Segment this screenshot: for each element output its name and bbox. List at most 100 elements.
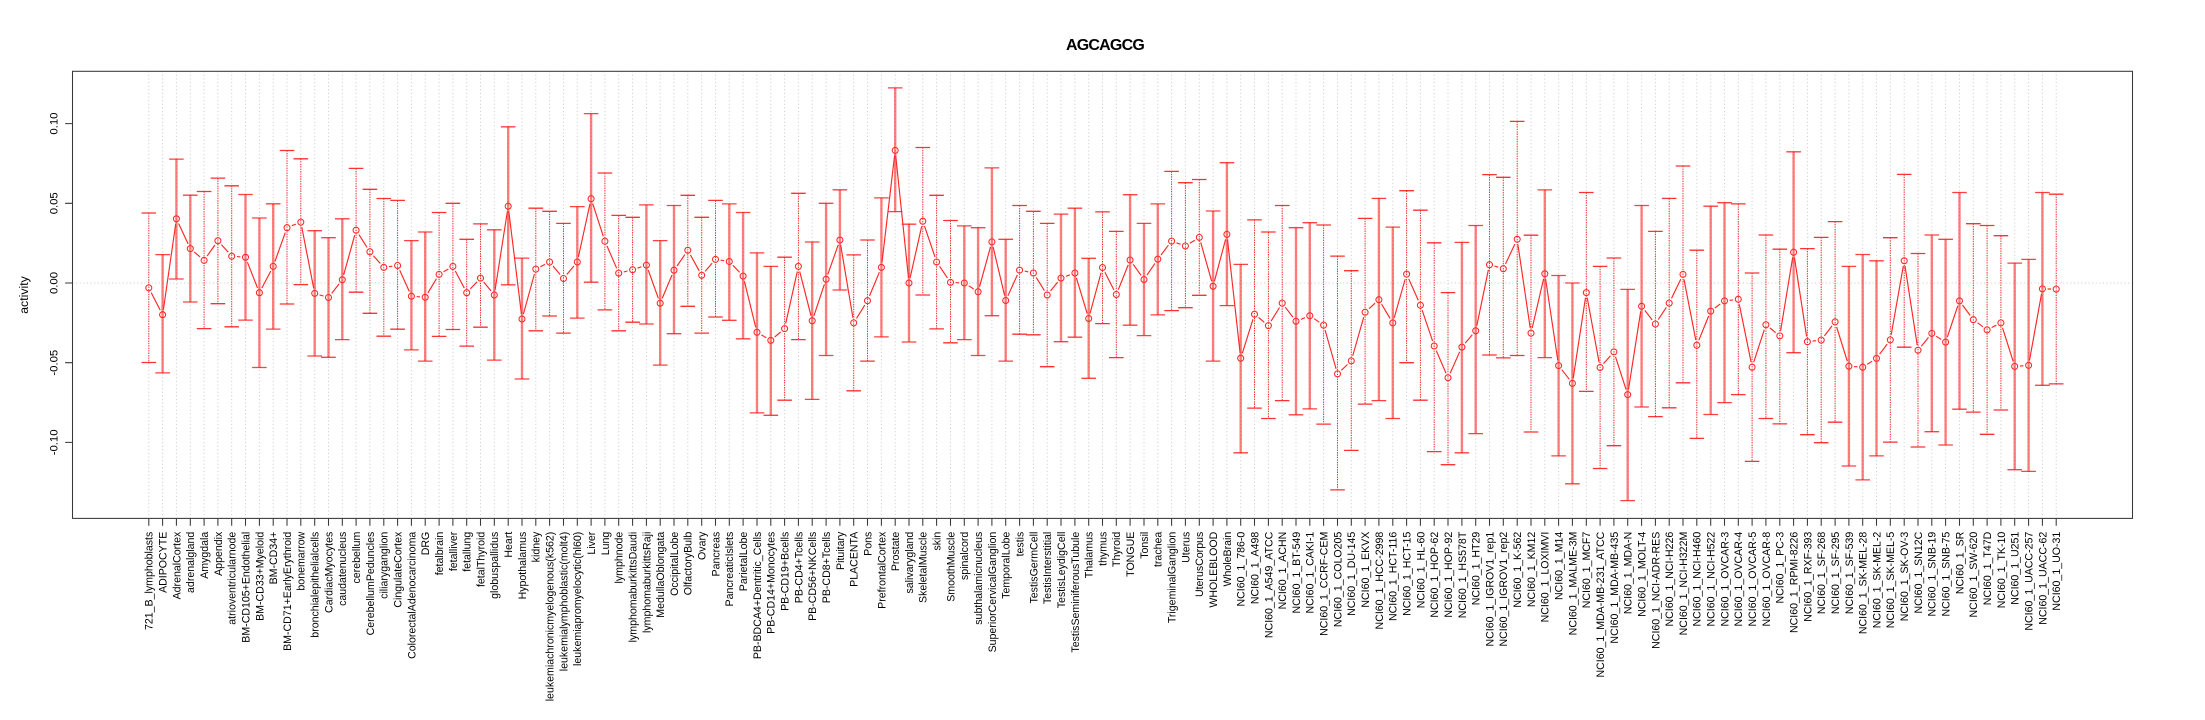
svg-text:SuperiorCervicalGanglion: SuperiorCervicalGanglion	[987, 532, 999, 653]
svg-text:0.05: 0.05	[49, 192, 61, 214]
svg-text:Pons: Pons	[862, 532, 874, 556]
svg-text:leukemialymphoblastic(molt4): leukemialymphoblastic(molt4)	[558, 532, 570, 672]
svg-text:bonemarrow: bonemarrow	[296, 531, 308, 590]
svg-text:NCI60_1_K-562: NCI60_1_K-562	[1512, 532, 1524, 608]
svg-text:NCI60_1_COLO205: NCI60_1_COLO205	[1332, 532, 1344, 628]
svg-text:NCI60_1_NCI-ADR-RES: NCI60_1_NCI-ADR-RES	[1650, 532, 1662, 649]
svg-text:fetalbrain: fetalbrain	[434, 532, 446, 576]
svg-text:NCI60_1_CAKI-1: NCI60_1_CAKI-1	[1305, 532, 1317, 614]
svg-text:NCI60_1_IGROV1_rep2: NCI60_1_IGROV1_rep2	[1498, 532, 1510, 647]
svg-text:NCI60_1_EKVX: NCI60_1_EKVX	[1360, 532, 1372, 608]
svg-text:NCI60_1_HCC-2998: NCI60_1_HCC-2998	[1374, 532, 1386, 630]
svg-text:NCI60_1_OVCAR-8: NCI60_1_OVCAR-8	[1761, 532, 1773, 627]
svg-text:NCI60_1_OVCAR-3: NCI60_1_OVCAR-3	[1719, 532, 1731, 627]
svg-text:PB-CD19+Bcells: PB-CD19+Bcells	[780, 532, 792, 611]
svg-text:Pituitary: Pituitary	[835, 531, 847, 570]
svg-text:ciliaryganglion: ciliaryganglion	[379, 532, 391, 599]
svg-text:BM-CD71+EarlyErythroid: BM-CD71+EarlyErythroid	[282, 532, 294, 651]
svg-text:lymphomaburkittsDaudi: lymphomaburkittsDaudi	[628, 532, 640, 643]
svg-text:NCI60_1_UO-31: NCI60_1_UO-31	[2051, 532, 2063, 611]
svg-text:ParietalLobe: ParietalLobe	[738, 532, 750, 592]
svg-text:ADIPOCYTE: ADIPOCYTE	[158, 532, 170, 593]
svg-text:PB-CD14+Monocytes: PB-CD14+Monocytes	[766, 532, 778, 634]
svg-text:NCI60_1_HOP-92: NCI60_1_HOP-92	[1443, 532, 1455, 618]
svg-text:NCI60_1_U251: NCI60_1_U251	[2010, 532, 2022, 605]
svg-text:leukemiachronicmyelogenous(k56: leukemiachronicmyelogenous(k562)	[545, 532, 557, 702]
svg-text:subthalamicnucleus: subthalamicnucleus	[973, 532, 985, 625]
svg-text:0.10: 0.10	[49, 113, 61, 135]
svg-text:TestisLeydigCell: TestisLeydigCell	[1056, 532, 1068, 609]
svg-text:OlfactoryBulb: OlfactoryBulb	[683, 532, 695, 596]
svg-text:NCI60_1_BT-549: NCI60_1_BT-549	[1291, 532, 1303, 614]
svg-text:trachea: trachea	[1153, 532, 1165, 567]
svg-text:CingulateCortex: CingulateCortex	[393, 531, 405, 608]
svg-text:NCI60_1_SNB-19: NCI60_1_SNB-19	[1927, 532, 1939, 617]
svg-text:NCI60_1_SK-MEL-28: NCI60_1_SK-MEL-28	[1858, 532, 1870, 635]
svg-text:NCI60_1_RPMI-8226: NCI60_1_RPMI-8226	[1789, 532, 1801, 633]
svg-text:BM-CD105+Endothelial: BM-CD105+Endothelial	[240, 532, 252, 643]
svg-text:WHOLEBLOOD: WHOLEBLOOD	[1208, 531, 1220, 607]
svg-text:NCI60_1_NCI-H322M: NCI60_1_NCI-H322M	[1678, 532, 1690, 636]
svg-text:NCI60_1_SW-620: NCI60_1_SW-620	[1968, 532, 1980, 618]
svg-text:-0.10: -0.10	[49, 430, 61, 456]
svg-text:NCI60_1_SK-MEL-2: NCI60_1_SK-MEL-2	[1871, 532, 1883, 629]
svg-text:Prostate: Prostate	[890, 532, 902, 572]
svg-text:Hypothalamus: Hypothalamus	[517, 532, 529, 600]
svg-text:globuspallidus: globuspallidus	[489, 532, 501, 599]
svg-text:ColorectalAdenocarcinoma: ColorectalAdenocarcinoma	[406, 532, 418, 659]
svg-text:caudatenucleus: caudatenucleus	[337, 532, 349, 606]
svg-text:NCI60_1_OVCAR-4: NCI60_1_OVCAR-4	[1733, 532, 1745, 627]
svg-text:NCI60_1_SK-OV-3: NCI60_1_SK-OV-3	[1899, 532, 1911, 622]
svg-text:WholeBrain: WholeBrain	[1222, 532, 1234, 587]
svg-text:NCI60_1_LOXIMVI: NCI60_1_LOXIMVI	[1540, 532, 1552, 623]
svg-text:AdrenalCortex: AdrenalCortex	[171, 531, 183, 599]
svg-text:salivarygland: salivarygland	[904, 532, 916, 594]
svg-text:DRG: DRG	[420, 532, 432, 556]
svg-text:NCI60_1_HL-60: NCI60_1_HL-60	[1415, 532, 1427, 609]
svg-text:activity: activity	[17, 275, 31, 313]
svg-text:NCI60_1_MCF7: NCI60_1_MCF7	[1581, 532, 1593, 609]
svg-text:Pancreas: Pancreas	[710, 532, 722, 577]
svg-text:NCI60_1_A498: NCI60_1_A498	[1249, 532, 1261, 605]
svg-text:NCI60_1_M14: NCI60_1_M14	[1554, 532, 1566, 600]
svg-text:Amygdala: Amygdala	[199, 532, 211, 579]
svg-text:NCI60_1_SR: NCI60_1_SR	[1954, 531, 1966, 594]
svg-text:NCI60_1_MDA-MB-231_ATCC: NCI60_1_MDA-MB-231_ATCC	[1595, 531, 1607, 677]
svg-text:MedullaOblongata: MedullaOblongata	[655, 532, 667, 618]
svg-text:SkeletalMuscle: SkeletalMuscle	[918, 532, 930, 603]
svg-text:TestisSeminiferousTubule: TestisSeminiferousTubule	[1070, 532, 1082, 653]
svg-text:NCI60_1_ACHN: NCI60_1_ACHN	[1277, 532, 1289, 610]
svg-text:BM-CD34+: BM-CD34+	[268, 532, 280, 585]
svg-text:cerebellum: cerebellum	[351, 532, 363, 584]
svg-text:lymphomaburkittsRaji: lymphomaburkittsRaji	[641, 532, 653, 633]
svg-text:skin: skin	[932, 532, 944, 551]
svg-text:fetallung: fetallung	[462, 532, 474, 572]
svg-text:testis: testis	[1015, 532, 1027, 557]
svg-text:thymus: thymus	[1097, 532, 1109, 566]
svg-text:bronchialepithelialcells: bronchialepithelialcells	[310, 532, 322, 638]
svg-text:adrenalgland: adrenalgland	[185, 532, 197, 593]
svg-text:NCI60_1_MDA-MB-435: NCI60_1_MDA-MB-435	[1609, 532, 1621, 644]
svg-text:NCI60_1_SF-268: NCI60_1_SF-268	[1816, 532, 1828, 615]
svg-text:NCI60_1_NCI-H522: NCI60_1_NCI-H522	[1706, 532, 1718, 627]
svg-text:NCI60_1_HCT-116: NCI60_1_HCT-116	[1388, 532, 1400, 621]
svg-text:TemporalLobe: TemporalLobe	[1001, 532, 1013, 599]
svg-text:NCI60_1_HT29: NCI60_1_HT29	[1471, 532, 1483, 606]
svg-text:PB-CD4+Tcells: PB-CD4+Tcells	[793, 532, 805, 604]
svg-text:NCI60_1_NCI-H460: NCI60_1_NCI-H460	[1692, 532, 1704, 627]
svg-text:NCI60_1_SNB-75: NCI60_1_SNB-75	[1941, 532, 1953, 617]
svg-text:-0.05: -0.05	[49, 350, 61, 376]
svg-text:UterusCorpus: UterusCorpus	[1194, 532, 1206, 597]
svg-text:Ovary: Ovary	[697, 531, 709, 560]
svg-text:lymphnode: lymphnode	[614, 532, 626, 584]
svg-text:Heart: Heart	[503, 532, 515, 558]
svg-text:atrioventricularnode: atrioventricularnode	[227, 532, 239, 625]
svg-text:SmoothMuscle: SmoothMuscle	[945, 532, 957, 602]
svg-text:NCI60_1_HOP-62: NCI60_1_HOP-62	[1429, 532, 1441, 618]
svg-text:Liver: Liver	[586, 531, 598, 554]
svg-text:NCI60_1_IGROV1_rep1: NCI60_1_IGROV1_rep1	[1484, 532, 1496, 647]
svg-text:NCI60_1_UACC-62: NCI60_1_UACC-62	[2037, 532, 2049, 625]
svg-text:PB-BDCA4+Dentritic_Cells: PB-BDCA4+Dentritic_Cells	[752, 532, 764, 659]
svg-text:TestisInterstitial: TestisInterstitial	[1042, 532, 1054, 604]
svg-text:AGCAGCG: AGCAGCG	[1066, 37, 1144, 54]
